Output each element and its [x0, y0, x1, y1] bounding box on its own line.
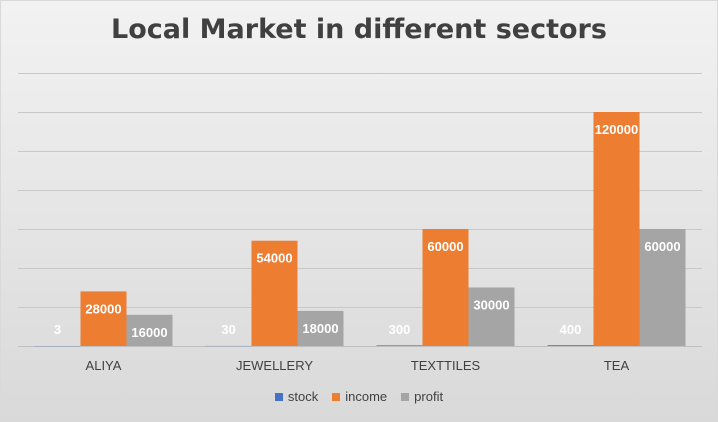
- x-tick-label: TEA: [604, 358, 630, 373]
- legend-swatch-stock: [274, 392, 283, 401]
- x-tick-label: TEXTTILES: [411, 358, 481, 373]
- chart-title: Local Market in different sectors: [111, 14, 607, 45]
- legend-label-profit: profit: [414, 389, 444, 404]
- data-label-profit: 60000: [644, 239, 680, 254]
- data-label-income: 120000: [595, 122, 638, 137]
- bar-profit: [639, 229, 686, 346]
- data-label-profit: 16000: [131, 325, 167, 340]
- legend-item-income: income: [332, 389, 387, 404]
- data-label-stock: 400: [560, 322, 582, 337]
- data-label-profit: 18000: [302, 321, 338, 336]
- bar-income: [80, 291, 127, 346]
- x-tick-label: JEWELLERY: [236, 358, 313, 373]
- data-label-stock: 3: [54, 322, 61, 337]
- data-label-income: 60000: [427, 239, 463, 254]
- data-label-income: 28000: [85, 301, 121, 316]
- bar-profit: [126, 314, 173, 346]
- bar-income: [251, 240, 298, 346]
- legend-swatch-income: [332, 392, 341, 401]
- legend-label-stock: stock: [287, 389, 319, 404]
- bar-profit: [297, 310, 344, 346]
- data-label-stock: 30: [221, 322, 235, 337]
- bar-profit: [468, 287, 515, 346]
- legend-item-profit: profit: [401, 389, 443, 404]
- legend-item-stock: stock: [274, 389, 319, 404]
- data-label-stock: 300: [389, 322, 411, 337]
- bar-stock: [376, 345, 423, 346]
- legend-swatch-profit: [401, 392, 410, 401]
- x-tick-label: ALIYA: [86, 358, 122, 373]
- legend-label-income: income: [345, 389, 388, 404]
- legend: stock income profit: [0, 389, 718, 404]
- bar-stock: [547, 345, 594, 346]
- data-label-profit: 30000: [473, 298, 509, 313]
- bar-income: [593, 112, 640, 346]
- data-label-income: 54000: [256, 251, 292, 266]
- bar-income: [422, 229, 469, 346]
